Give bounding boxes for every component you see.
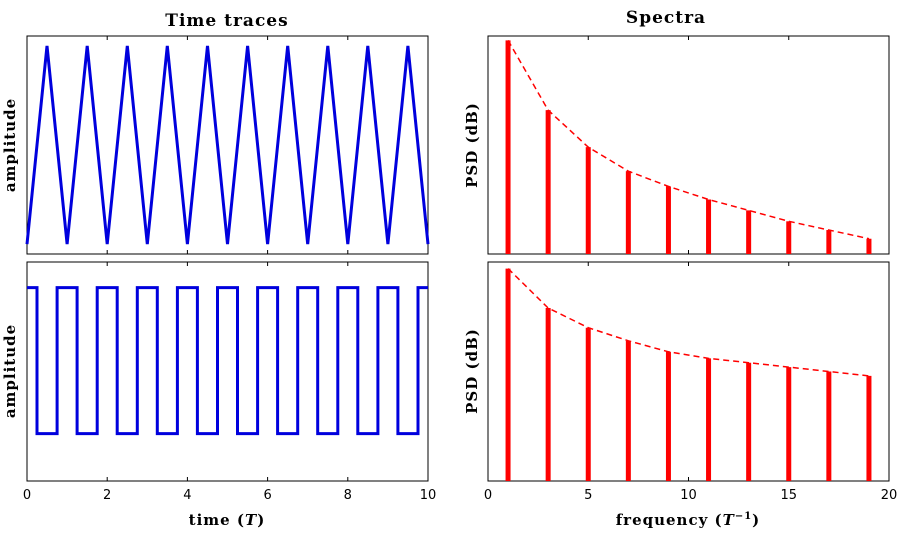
triangle-spectrum-envelope-line <box>507 40 870 240</box>
square-time-series-line <box>27 286 428 436</box>
square-spectrum-xtick-label: 5 <box>584 488 592 503</box>
psd-ylabel-top: PSD (dB) <box>463 102 481 188</box>
square-spectrum-xtick-label: 0 <box>484 488 492 503</box>
square-time-xtick-label: 2 <box>103 488 111 503</box>
triangle-time-series-line <box>25 45 430 245</box>
triangle-time-axes-frame <box>26 35 429 255</box>
square-time-axes-frame <box>26 261 429 482</box>
frequency-xlabel: frequency (T−1) <box>616 511 761 529</box>
time-traces-title: Time traces <box>165 11 288 31</box>
amplitude-ylabel-top: amplitude <box>1 98 19 192</box>
square-spectrum-xtick-label: 20 <box>881 488 898 503</box>
square-spectrum-xtick-label: 15 <box>780 488 797 503</box>
spectra-title: Spectra <box>626 8 706 28</box>
square-time-xtick-label: 0 <box>23 488 31 503</box>
square-time-xtick-label: 4 <box>183 488 191 503</box>
time-xlabel: time (T) <box>189 511 266 529</box>
square-time-xtick-label: 10 <box>420 488 437 503</box>
amplitude-ylabel-bottom: amplitude <box>1 324 19 418</box>
psd-ylabel-bottom: PSD (dB) <box>463 328 481 414</box>
square-spectrum-xtick-label: 10 <box>680 488 697 503</box>
square-time-xtick-label: 8 <box>344 488 352 503</box>
square-spectrum-envelope-line <box>507 268 870 377</box>
square-time-xtick-label: 6 <box>263 488 271 503</box>
